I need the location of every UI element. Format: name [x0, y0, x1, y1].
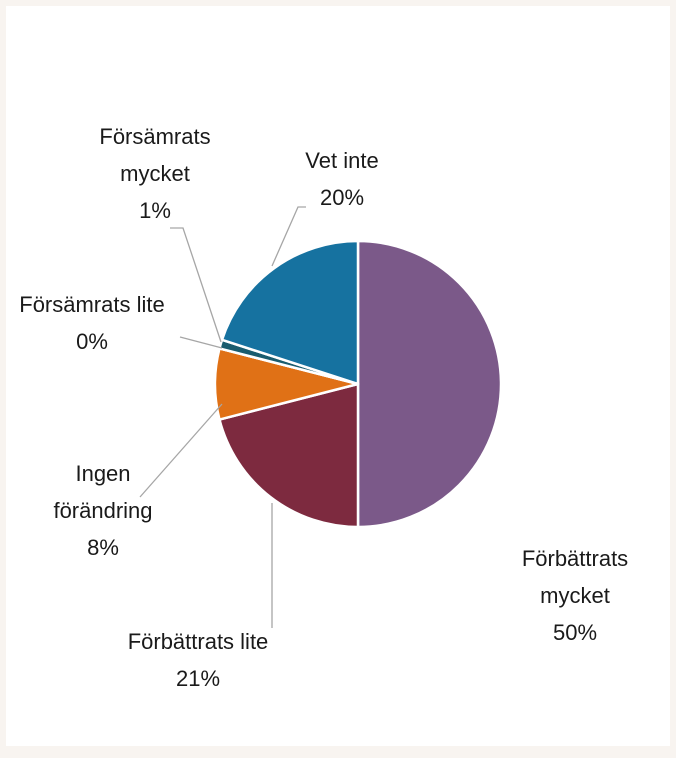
category-label: Vet inte [305, 148, 379, 173]
data-label: Ingen förändring 8% [23, 455, 183, 566]
leader-line [170, 227, 222, 343]
value-label: 20% [319, 185, 365, 210]
category-label: Ingen förändring [53, 461, 153, 523]
data-label: Försämrats lite 0% [12, 286, 172, 360]
leader-line [139, 403, 223, 498]
value-label: 50% [552, 620, 598, 645]
value-label: 21% [175, 666, 221, 691]
category-label: Förbättrats lite [127, 629, 269, 654]
value-label: 1% [139, 198, 171, 223]
leader-line [179, 336, 223, 349]
value-label: 0% [76, 329, 108, 354]
data-label: Förbättrats lite 21% [68, 623, 328, 697]
category-label: Förbättrats mycket [521, 546, 629, 608]
pie-slice [218, 382, 360, 529]
pie-slice [356, 239, 503, 529]
pie-slice [220, 239, 360, 386]
value-label: 8% [87, 535, 119, 560]
data-label: Förbättrats mycket 50% [490, 540, 660, 651]
category-label: Försämrats mycket [99, 124, 211, 186]
leader-line [271, 206, 306, 267]
category-label: Försämrats lite [19, 292, 165, 317]
data-label: Vet inte 20% [262, 142, 422, 216]
data-label: Försämrats mycket 1% [75, 118, 235, 229]
